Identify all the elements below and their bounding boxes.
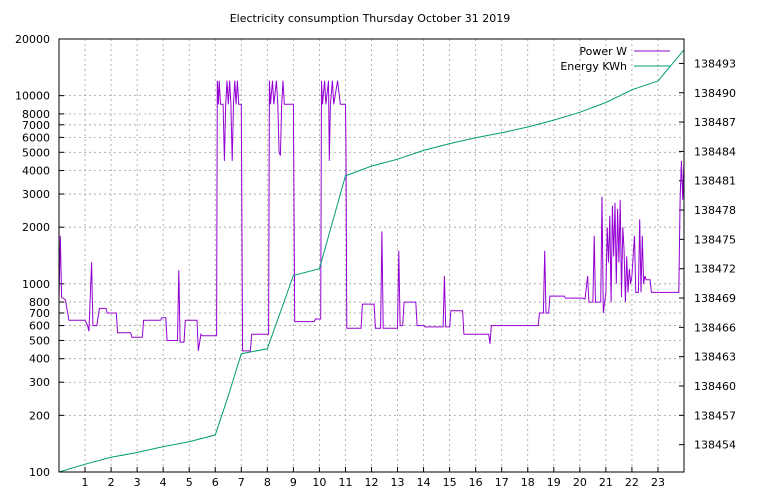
x-tick-label: 7 (238, 476, 245, 489)
y-left-tick-label: 4000 (22, 165, 50, 178)
x-tick-label: 5 (186, 476, 193, 489)
x-tick-label: 19 (547, 476, 561, 489)
x-tick-label: 12 (365, 476, 379, 489)
x-tick-label: 8 (264, 476, 271, 489)
y-right-tick-label: 138475 (694, 233, 736, 246)
x-tick-label: 20 (573, 476, 587, 489)
y-right-tick-label: 138484 (694, 145, 736, 158)
legend: Power W Energy KWh (560, 45, 670, 73)
y-left-tick-label: 700 (29, 307, 50, 320)
y-left-tick-label: 6000 (22, 131, 50, 144)
x-tick-label: 10 (312, 476, 326, 489)
y-left-tick-label: 300 (29, 376, 50, 389)
y-left-tick-label: 400 (29, 353, 50, 366)
y-right-tick-label: 138460 (694, 380, 736, 393)
y-right-tick-label: 138466 (694, 321, 736, 334)
y-left-tick-label: 3000 (22, 188, 50, 201)
x-tick-label: 1 (82, 476, 89, 489)
x-tick-label: 6 (212, 476, 219, 489)
x-tick-label: 3 (134, 476, 141, 489)
x-tick-label: 16 (469, 476, 483, 489)
y-left-tick-label: 800 (29, 296, 50, 309)
y-right-tick-label: 138490 (694, 87, 736, 100)
y-left-tick-label: 200 (29, 409, 50, 422)
x-tick-label: 17 (495, 476, 509, 489)
y-right-tick-label: 138481 (694, 175, 736, 188)
x-tick-label: 14 (417, 476, 431, 489)
y-right-tick-label: 138469 (694, 292, 736, 305)
chart-title: Electricity consumption Thursday October… (230, 12, 511, 25)
series-lines (58, 49, 685, 473)
x-tick-label: 18 (521, 476, 535, 489)
legend-label: Energy KWh (560, 60, 627, 73)
x-tick-label: 11 (338, 476, 352, 489)
y-left-tick-label: 500 (29, 334, 50, 347)
x-tick-label: 2 (108, 476, 115, 489)
x-tick-label: 9 (290, 476, 297, 489)
axis-ticks: 1 2 3 4 5 6 7 8 9 10 11 12 13 14 15 16 17 18 19 20 21 22 23100… (15, 33, 736, 489)
x-tick-label: 21 (599, 476, 613, 489)
series-line-1 (58, 49, 685, 473)
y-left-tick-label: 100 (29, 466, 50, 479)
y-left-tick-label: 600 (29, 320, 50, 333)
y-left-tick-label: 5000 (22, 146, 50, 159)
y-left-tick-label: 10000 (15, 90, 50, 103)
grid-lines (59, 39, 684, 472)
x-tick-label: 4 (160, 476, 167, 489)
x-tick-label: 13 (391, 476, 405, 489)
y-right-tick-label: 138454 (694, 439, 736, 452)
plot-frame (58, 38, 685, 473)
series-line-0 (58, 80, 685, 352)
x-tick-label: 23 (651, 476, 665, 489)
y-right-tick-label: 138478 (694, 204, 736, 217)
y-right-tick-label: 138493 (694, 57, 736, 70)
y-right-tick-label: 138463 (694, 351, 736, 364)
x-tick-label: 22 (625, 476, 639, 489)
y-left-tick-label: 7000 (22, 119, 50, 132)
x-tick-label: 15 (443, 476, 457, 489)
y-right-tick-label: 138472 (694, 263, 736, 276)
y-right-tick-label: 138487 (694, 116, 736, 129)
y-right-tick-label: 138457 (694, 409, 736, 422)
y-left-tick-label: 2000 (22, 221, 50, 234)
y-left-tick-label: 8000 (22, 108, 50, 121)
y-left-tick-label: 1000 (22, 278, 50, 291)
y-left-tick-label: 20000 (15, 33, 50, 46)
legend-label: Power W (579, 45, 627, 58)
